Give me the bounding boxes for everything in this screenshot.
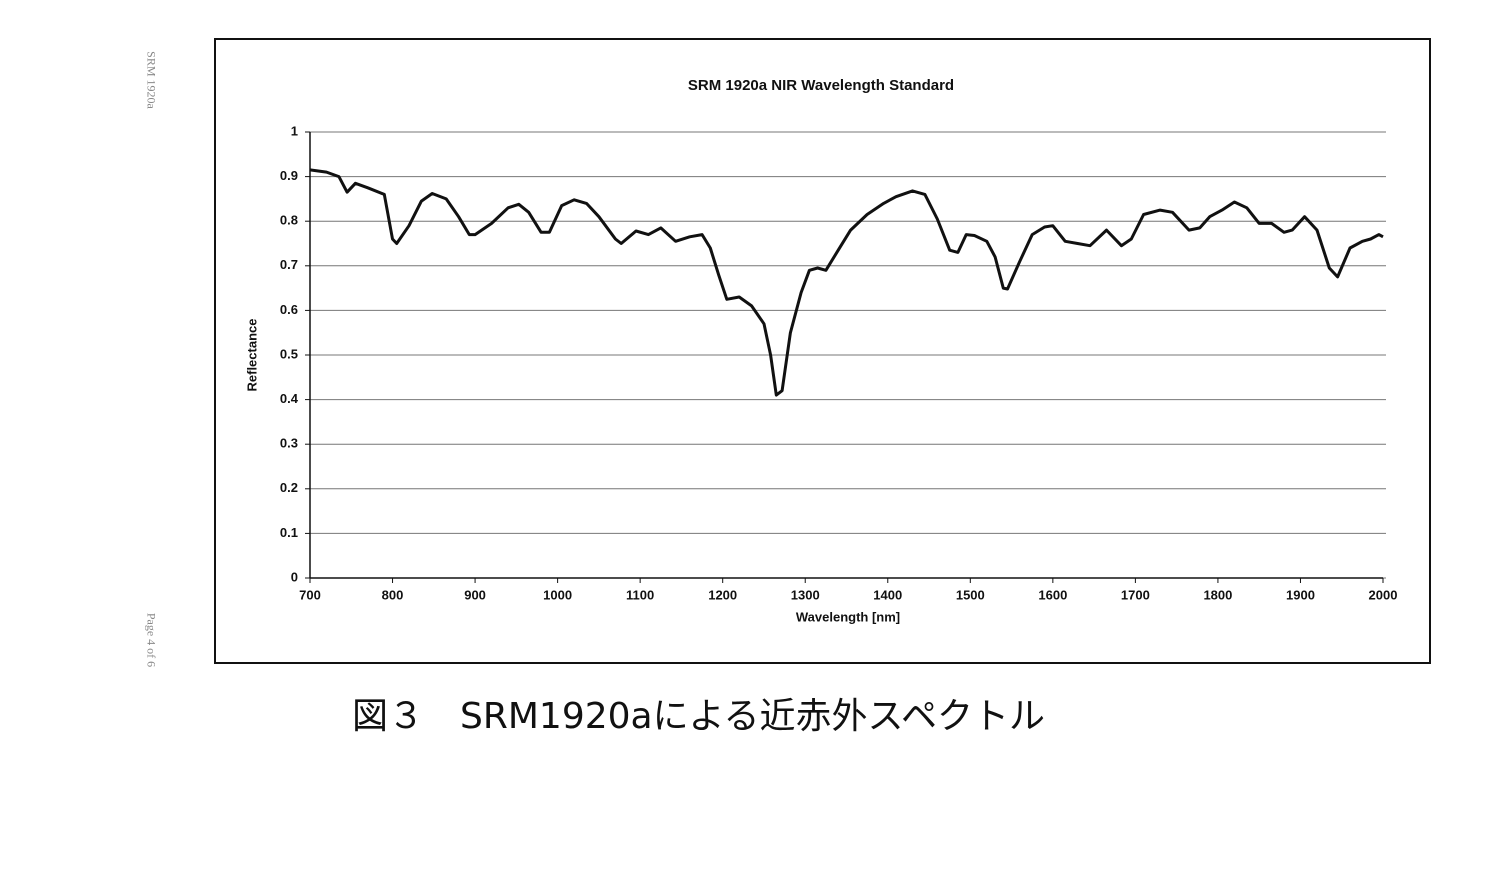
x-tick-label: 800 [382, 587, 404, 602]
x-tick-label: 1100 [626, 587, 654, 602]
x-tick-label: 1700 [1121, 587, 1150, 602]
x-tick-label: 1500 [956, 587, 985, 602]
y-tick-label: 0.5 [280, 346, 298, 361]
chart-frame [214, 38, 1431, 664]
x-tick-label: 1300 [791, 587, 820, 602]
y-tick-label: 0.4 [280, 391, 299, 406]
y-tick-label: 0.8 [280, 213, 298, 228]
x-tick-label: 2000 [1369, 587, 1398, 602]
y-axis-label: Reflectance [244, 319, 259, 392]
y-tick-label: 0.9 [280, 168, 298, 183]
x-axis-label: Wavelength [nm] [796, 609, 900, 624]
x-tick-label: 1600 [1038, 587, 1067, 602]
figure-caption: 図３ SRM1920aによる近赤外スペクトル [352, 696, 1045, 737]
y-tick-label: 0 [291, 569, 298, 584]
x-tick-label: 700 [299, 587, 321, 602]
y-tick-label: 0.1 [280, 525, 298, 540]
x-tick-label: 1400 [873, 587, 902, 602]
y-tick-label: 1 [291, 123, 298, 138]
x-tick-label: 1900 [1286, 587, 1315, 602]
side-label: SRM 1920a [144, 51, 158, 109]
y-tick-label: 0.3 [280, 436, 298, 451]
chart-title: SRM 1920a NIR Wavelength Standard [688, 77, 954, 94]
y-tick-label: 0.6 [280, 302, 298, 317]
x-tick-label: 1200 [708, 587, 737, 602]
x-tick-label: 900 [464, 587, 486, 602]
x-tick-label: 1800 [1203, 587, 1232, 602]
y-tick-label: 0.2 [280, 480, 298, 495]
side-label: Page 4 of 6 [144, 613, 158, 667]
x-tick-label: 1000 [543, 587, 572, 602]
y-tick-label: 0.7 [280, 257, 298, 272]
data-line [309, 168, 1384, 397]
